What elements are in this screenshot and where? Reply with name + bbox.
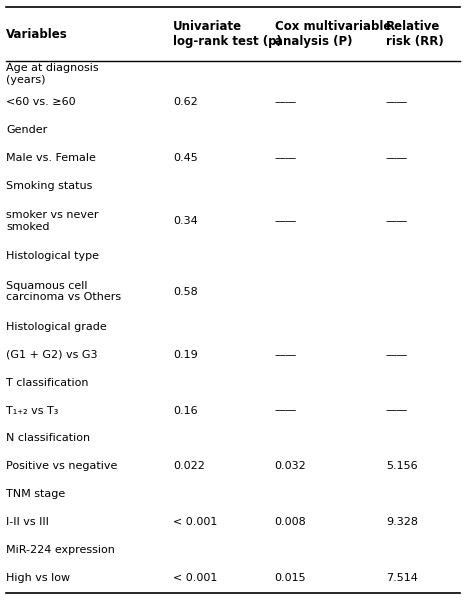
Text: Variables: Variables — [6, 28, 68, 41]
Text: Histological type: Histological type — [6, 251, 99, 261]
Text: smoker vs never
smoked: smoker vs never smoked — [6, 210, 98, 232]
Text: ——: —— — [274, 216, 297, 226]
Text: ——: —— — [386, 216, 408, 226]
Text: (G1 + G2) vs G3: (G1 + G2) vs G3 — [6, 350, 97, 360]
Text: ——: —— — [274, 97, 297, 107]
Text: 7.514: 7.514 — [386, 573, 418, 583]
Text: ——: —— — [386, 406, 408, 416]
Text: Smoking status: Smoking status — [6, 181, 92, 191]
Text: Age at diagnosis
(years): Age at diagnosis (years) — [6, 64, 99, 85]
Text: 9.328: 9.328 — [386, 517, 418, 527]
Text: ——: —— — [274, 153, 297, 163]
Text: Relative
risk (RR): Relative risk (RR) — [386, 20, 444, 48]
Text: MiR-224 expression: MiR-224 expression — [6, 545, 115, 555]
Text: N classification: N classification — [6, 433, 90, 443]
Text: TNM stage: TNM stage — [6, 489, 65, 499]
Text: 0.008: 0.008 — [274, 517, 307, 527]
Text: ——: —— — [274, 406, 297, 416]
Text: Cox multivariable
analysis (P): Cox multivariable analysis (P) — [274, 20, 391, 48]
Text: < 0.001: < 0.001 — [173, 517, 217, 527]
Text: Male vs. Female: Male vs. Female — [6, 153, 96, 163]
Text: 0.45: 0.45 — [173, 153, 198, 163]
Text: 0.16: 0.16 — [173, 406, 198, 416]
Text: ——: —— — [386, 153, 408, 163]
Text: 5.156: 5.156 — [386, 461, 418, 471]
Text: ——: —— — [274, 350, 297, 360]
Text: I-II vs III: I-II vs III — [6, 517, 49, 527]
Text: Squamous cell
carcinoma vs Others: Squamous cell carcinoma vs Others — [6, 281, 121, 302]
Text: 0.62: 0.62 — [173, 97, 198, 107]
Text: ——: —— — [386, 350, 408, 360]
Text: 0.032: 0.032 — [274, 461, 307, 471]
Text: T classification: T classification — [6, 377, 89, 388]
Text: Gender: Gender — [6, 125, 47, 135]
Text: 0.19: 0.19 — [173, 350, 198, 360]
Text: Univariate
log-rank test (p): Univariate log-rank test (p) — [173, 20, 281, 48]
Text: ——: —— — [386, 97, 408, 107]
Text: Positive vs negative: Positive vs negative — [6, 461, 117, 471]
Text: 0.58: 0.58 — [173, 287, 198, 296]
Text: 0.34: 0.34 — [173, 216, 198, 226]
Text: < 0.001: < 0.001 — [173, 573, 217, 583]
Text: <60 vs. ≥60: <60 vs. ≥60 — [6, 97, 75, 107]
Text: T₁₊₂ vs T₃: T₁₊₂ vs T₃ — [6, 406, 58, 416]
Text: 0.015: 0.015 — [274, 573, 306, 583]
Text: Histological grade: Histological grade — [6, 322, 107, 332]
Text: 0.022: 0.022 — [173, 461, 205, 471]
Text: High vs low: High vs low — [6, 573, 70, 583]
